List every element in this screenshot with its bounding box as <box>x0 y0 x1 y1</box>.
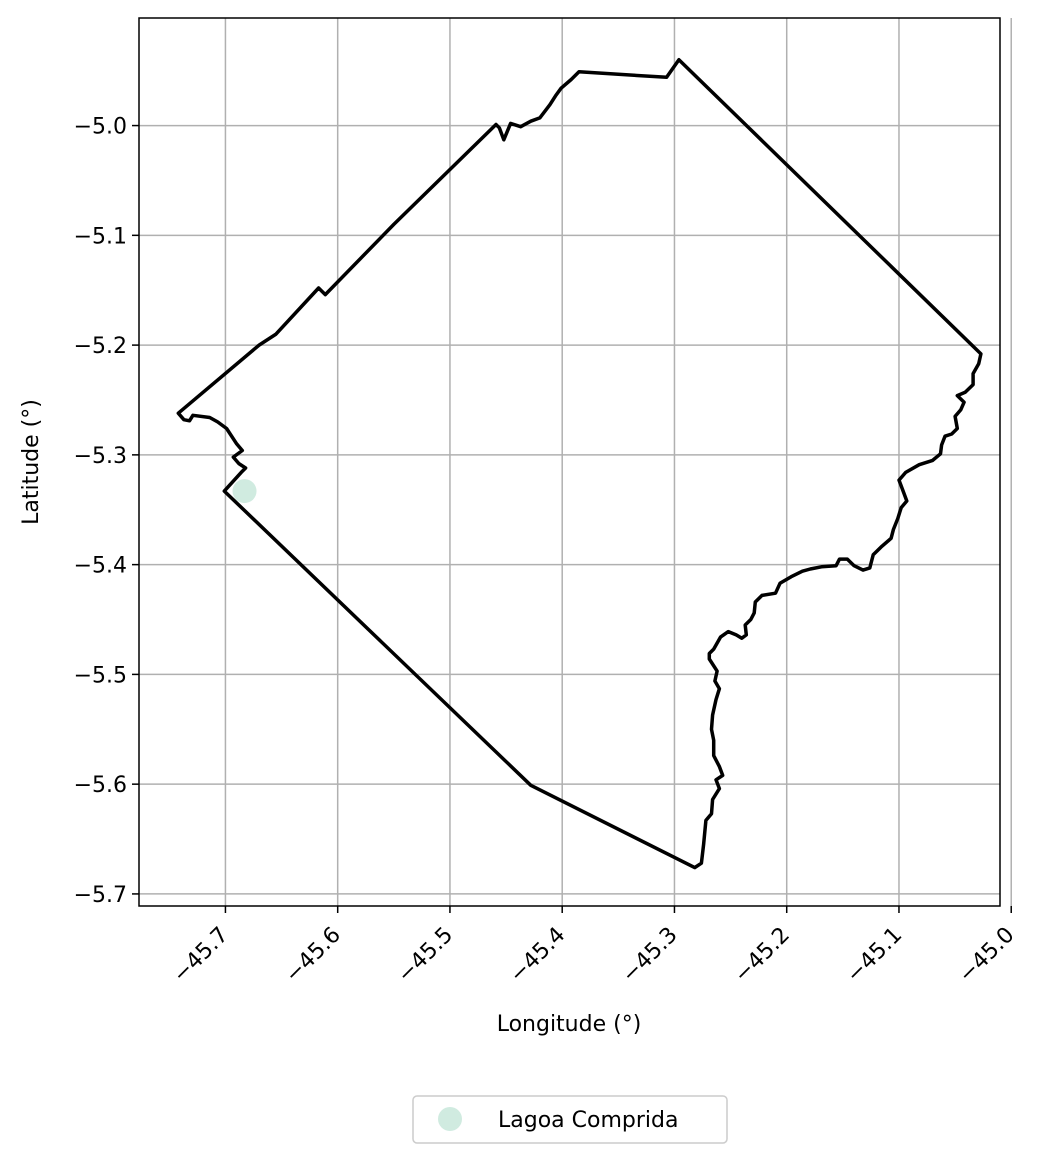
legend-box <box>412 1095 728 1144</box>
y-axis-label: Latitude (°) <box>19 399 44 525</box>
y-tick-label: −5.7 <box>74 883 127 908</box>
location-marker <box>232 479 257 504</box>
boundary-layer <box>176 57 983 870</box>
y-tick-label: −5.3 <box>74 444 127 469</box>
y-tick-label: −5.1 <box>74 224 127 249</box>
legend-label: Lagoa Comprida <box>498 1108 678 1133</box>
y-tick-label: −5.5 <box>74 663 127 688</box>
municipality-boundary <box>176 57 983 870</box>
y-tick-label: −5.2 <box>74 334 127 359</box>
y-tick-label: −5.0 <box>74 115 127 140</box>
plot-frame <box>138 17 1001 907</box>
y-tick-label: −5.4 <box>74 554 127 579</box>
points-layer <box>232 479 257 504</box>
x-axis-label: Longitude (°) <box>497 1012 642 1037</box>
legend-marker <box>438 1107 462 1131</box>
y-axis-ticks: −5.0 −5.1 −5.2 −5.3 −5.4 −5.5 −5.6 −5.7 <box>74 115 139 908</box>
legend: Lagoa Comprida <box>412 1095 728 1144</box>
y-tick-label: −5.6 <box>74 773 127 798</box>
